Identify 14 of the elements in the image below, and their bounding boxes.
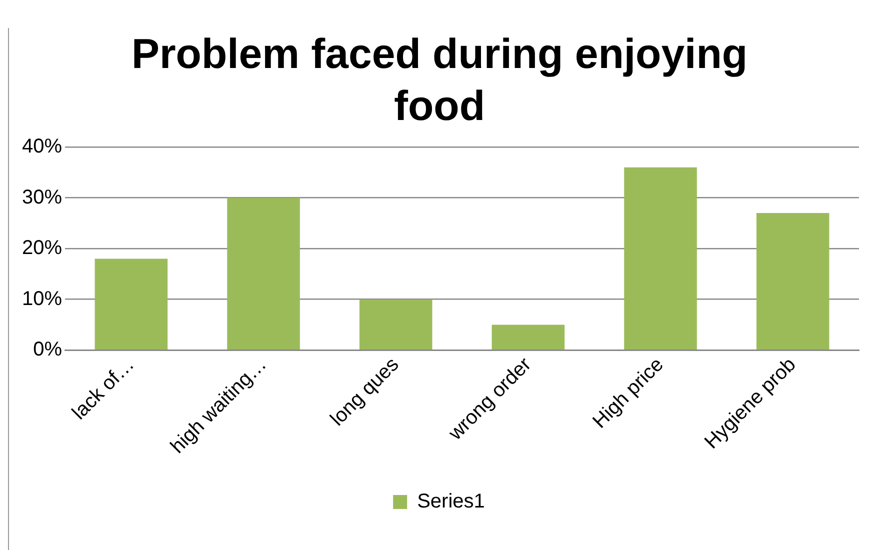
x-tick-label: lack of… <box>68 354 139 424</box>
y-tick-label: 40% <box>22 136 62 158</box>
y-tick-label: 10% <box>22 288 62 310</box>
y-tick-label: 30% <box>22 186 62 208</box>
bar <box>492 324 565 350</box>
y-tick-label: 0% <box>33 338 62 361</box>
bar <box>756 213 830 350</box>
bar <box>227 198 300 350</box>
chart-title: Problem faced during enjoying food <box>130 29 749 131</box>
legend-label: Series1 <box>417 490 485 513</box>
bar <box>94 258 168 350</box>
bar <box>624 167 697 350</box>
y-tick-label: 20% <box>22 237 62 260</box>
bar <box>359 299 432 350</box>
